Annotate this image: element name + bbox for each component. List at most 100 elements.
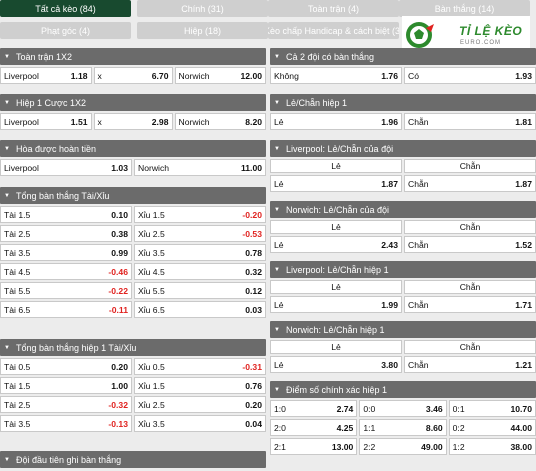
left-odds-cell[interactable]: Xỉu 3.5 0.78 — [134, 244, 266, 261]
right-market-column-head: Lẻ — [270, 220, 402, 234]
left-odds-cell[interactable]: x 6.70 — [93, 67, 173, 84]
right-odds-cell[interactable]: Có 1.93 — [404, 67, 536, 84]
right-odds-cell[interactable]: Chẵn 1.81 — [404, 113, 536, 130]
right-odds-value: 1.93 — [515, 70, 532, 81]
right-odds-cell[interactable]: 1:0 2.74 — [270, 400, 358, 417]
left-odds-value: 6.70 — [151, 70, 169, 81]
left-odds-row: Liverpool 1.03 Norwich 11.00 — [0, 159, 266, 176]
right-market-header-4[interactable]: ▼ Liverpool: Lẻ/Chẵn hiệp 1 — [270, 261, 536, 278]
left-market-header-4[interactable]: ▼ Tổng bàn thắng hiệp 1 Tài/Xỉu — [0, 339, 266, 356]
left-odds-cell[interactable]: Norwich 12.00 — [174, 67, 267, 84]
left-odds-cell[interactable]: Tài 2.5 -0.32 — [0, 396, 132, 413]
left-odds-value: 1.51 — [70, 116, 88, 127]
right-odds-cell[interactable]: Lẻ 1.96 — [270, 113, 402, 130]
left-market-header-5[interactable]: ▼ Đội đầu tiên ghi bàn thắng — [0, 451, 266, 468]
left-odds-cell[interactable]: Liverpool 1.18 — [0, 67, 92, 84]
right-odds-value: 38.00 — [510, 441, 532, 452]
left-odds-cell[interactable]: Norwich 11.00 — [134, 159, 266, 176]
left-odds-cell[interactable]: Liverpool 1.03 — [0, 159, 132, 176]
right-market-0: ▼ Cả 2 đội có bàn thắng Không 1.76 Có 1.93 — [270, 48, 536, 84]
left-odds-cell[interactable]: Tài 3.5 -0.13 — [0, 415, 132, 432]
right-odds-label: 0:0 — [363, 403, 376, 414]
left-odds-cell[interactable]: Xỉu 0.5 -0.31 — [134, 358, 266, 375]
left-odds-label: Xỉu 2.5 — [138, 399, 165, 410]
left-market-title: Hiệp 1 Cược 1X2 — [16, 97, 86, 108]
tab-3[interactable]: Bàn thắng (14) — [399, 0, 530, 17]
left-odds-cell[interactable]: Tài 5.5 -0.22 — [0, 282, 132, 299]
left-market-header-0[interactable]: ▼ Toàn trận 1X2 — [0, 48, 266, 65]
site-logo[interactable]: TỈ LỆ KÈO EURO.COM — [402, 16, 530, 54]
left-odds-cell[interactable]: Xỉu 1.5 -0.20 — [134, 206, 266, 223]
left-odds-label: x — [97, 116, 102, 127]
left-odds-cell[interactable]: Tài 1.5 0.10 — [0, 206, 132, 223]
right-market-head-row: Lẻ Chẵn — [270, 280, 536, 294]
right-odds-cell[interactable]: Lẻ 2.43 — [270, 236, 402, 253]
left-market-3: ▼ Tổng bàn thắng Tài/Xỉu Tài 1.5 0.10 Xỉu 1.… — [0, 187, 266, 318]
tab-0[interactable]: Tất cả kèo (84) — [0, 0, 131, 17]
right-market-title: Lẻ/Chẵn hiệp 1 — [286, 97, 348, 108]
right-odds-row: Lẻ 1.99 Chẵn 1.71 — [270, 296, 536, 313]
right-odds-value: 1.99 — [381, 299, 398, 310]
right-odds-cell[interactable]: 0:0 3.46 — [359, 400, 447, 417]
left-odds-value: 11.00 — [240, 162, 262, 173]
right-market-header-0[interactable]: ▼ Cả 2 đội có bàn thắng — [270, 48, 536, 65]
right-odds-cell[interactable]: Lẻ 3.80 — [270, 356, 402, 373]
right-odds-cell[interactable]: 0:2 44.00 — [448, 419, 536, 436]
left-odds-cell[interactable]: Xỉu 3.5 0.04 — [134, 415, 266, 432]
right-odds-cell[interactable]: 1:2 38.00 — [448, 438, 536, 455]
left-odds-cell[interactable]: Xỉu 1.5 0.76 — [134, 377, 266, 394]
left-odds-label: Xỉu 4.5 — [138, 266, 165, 277]
left-odds-value: -0.11 — [108, 304, 128, 315]
right-odds-label: Chẵn — [408, 299, 429, 310]
left-odds-cell[interactable]: Tài 6.5 -0.11 — [0, 301, 132, 318]
right-market-header-1[interactable]: ▼ Lẻ/Chẵn hiệp 1 — [270, 94, 536, 111]
left-odds-cell[interactable]: Xỉu 2.5 -0.53 — [134, 225, 266, 242]
left-odds-cell[interactable]: Tài 0.5 0.20 — [0, 358, 132, 375]
left-market-header-3[interactable]: ▼ Tổng bàn thắng Tài/Xỉu — [0, 187, 266, 204]
right-odds-value: 1.52 — [515, 239, 532, 250]
left-odds-cell[interactable]: Norwich 8.20 — [174, 113, 267, 130]
right-odds-cell[interactable]: 2:2 49.00 — [359, 438, 447, 455]
right-market-header-3[interactable]: ▼ Norwich: Lẻ/Chẵn của đội — [270, 201, 536, 218]
right-odds-cell[interactable]: 1:1 8.60 — [359, 419, 447, 436]
left-market-header-1[interactable]: ▼ Hiệp 1 Cược 1X2 — [0, 94, 266, 111]
right-odds-cell[interactable]: Lẻ 1.87 — [270, 175, 402, 192]
left-odds-row: Tài 5.5 -0.22 Xỉu 5.5 0.12 — [0, 282, 266, 299]
right-odds-cell[interactable]: Chẵn 1.71 — [404, 296, 536, 313]
right-market-header-2[interactable]: ▼ Liverpool: Lẻ/Chẵn của đội — [270, 140, 536, 157]
tab-4[interactable]: Phạt góc (4) — [0, 22, 131, 39]
left-odds-value: -0.53 — [242, 228, 262, 239]
tab-2[interactable]: Toàn trận (4) — [268, 0, 399, 17]
left-odds-cell[interactable]: Xỉu 6.5 0.03 — [134, 301, 266, 318]
right-odds-cell[interactable]: Chẵn 1.52 — [404, 236, 536, 253]
left-odds-cell[interactable]: x 2.98 — [93, 113, 173, 130]
right-odds-cell[interactable]: Không 1.76 — [270, 67, 402, 84]
left-odds-cell[interactable]: Xỉu 5.5 0.12 — [134, 282, 266, 299]
left-odds-row: Tài 6.5 -0.11 Xỉu 6.5 0.03 — [0, 301, 266, 318]
right-odds-cell[interactable]: 0:1 10.70 — [448, 400, 536, 417]
tab-1[interactable]: Chính (31) — [137, 0, 268, 17]
left-odds-cell[interactable]: Xỉu 4.5 0.32 — [134, 263, 266, 280]
right-odds-cell[interactable]: 2:0 4.25 — [270, 419, 358, 436]
left-odds-cell[interactable]: Tài 3.5 0.99 — [0, 244, 132, 261]
left-odds-cell[interactable]: Tài 1.5 1.00 — [0, 377, 132, 394]
right-market-title: Norwich: Lẻ/Chẵn hiệp 1 — [286, 324, 385, 335]
right-odds-cell[interactable]: 2:1 13.00 — [270, 438, 358, 455]
right-market-3: ▼ Norwich: Lẻ/Chẵn của đội Lẻ Chẵn Lẻ 2.43 Chẵ… — [270, 201, 536, 253]
tab-5[interactable]: Hiệp (18) — [137, 22, 268, 39]
right-market-title: Liverpool: Lẻ/Chẵn của đội — [286, 143, 394, 154]
right-market-column-head: Chẵn — [404, 340, 536, 354]
left-odds-cell[interactable]: Tài 4.5 -0.46 — [0, 263, 132, 280]
right-market-header-5[interactable]: ▼ Norwich: Lẻ/Chẵn hiệp 1 — [270, 321, 536, 338]
right-odds-cell[interactable]: Chẵn 1.21 — [404, 356, 536, 373]
left-market-header-2[interactable]: ▼ Hòa được hoàn tiền — [0, 140, 266, 157]
left-odds-cell[interactable]: Tài 2.5 0.38 — [0, 225, 132, 242]
tab-6[interactable]: Kèo chấp Handicap & cách biệt (3) — [268, 22, 399, 39]
right-odds-cell[interactable]: Lẻ 1.99 — [270, 296, 402, 313]
left-odds-cell[interactable]: Liverpool 1.51 — [0, 113, 92, 130]
right-market-header-6[interactable]: ▼ Điểm số chính xác hiệp 1 — [270, 381, 536, 398]
left-odds-cell[interactable]: Xỉu 2.5 0.20 — [134, 396, 266, 413]
left-odds-value: 1.03 — [111, 162, 128, 173]
right-odds-cell[interactable]: Chẵn 1.87 — [404, 175, 536, 192]
